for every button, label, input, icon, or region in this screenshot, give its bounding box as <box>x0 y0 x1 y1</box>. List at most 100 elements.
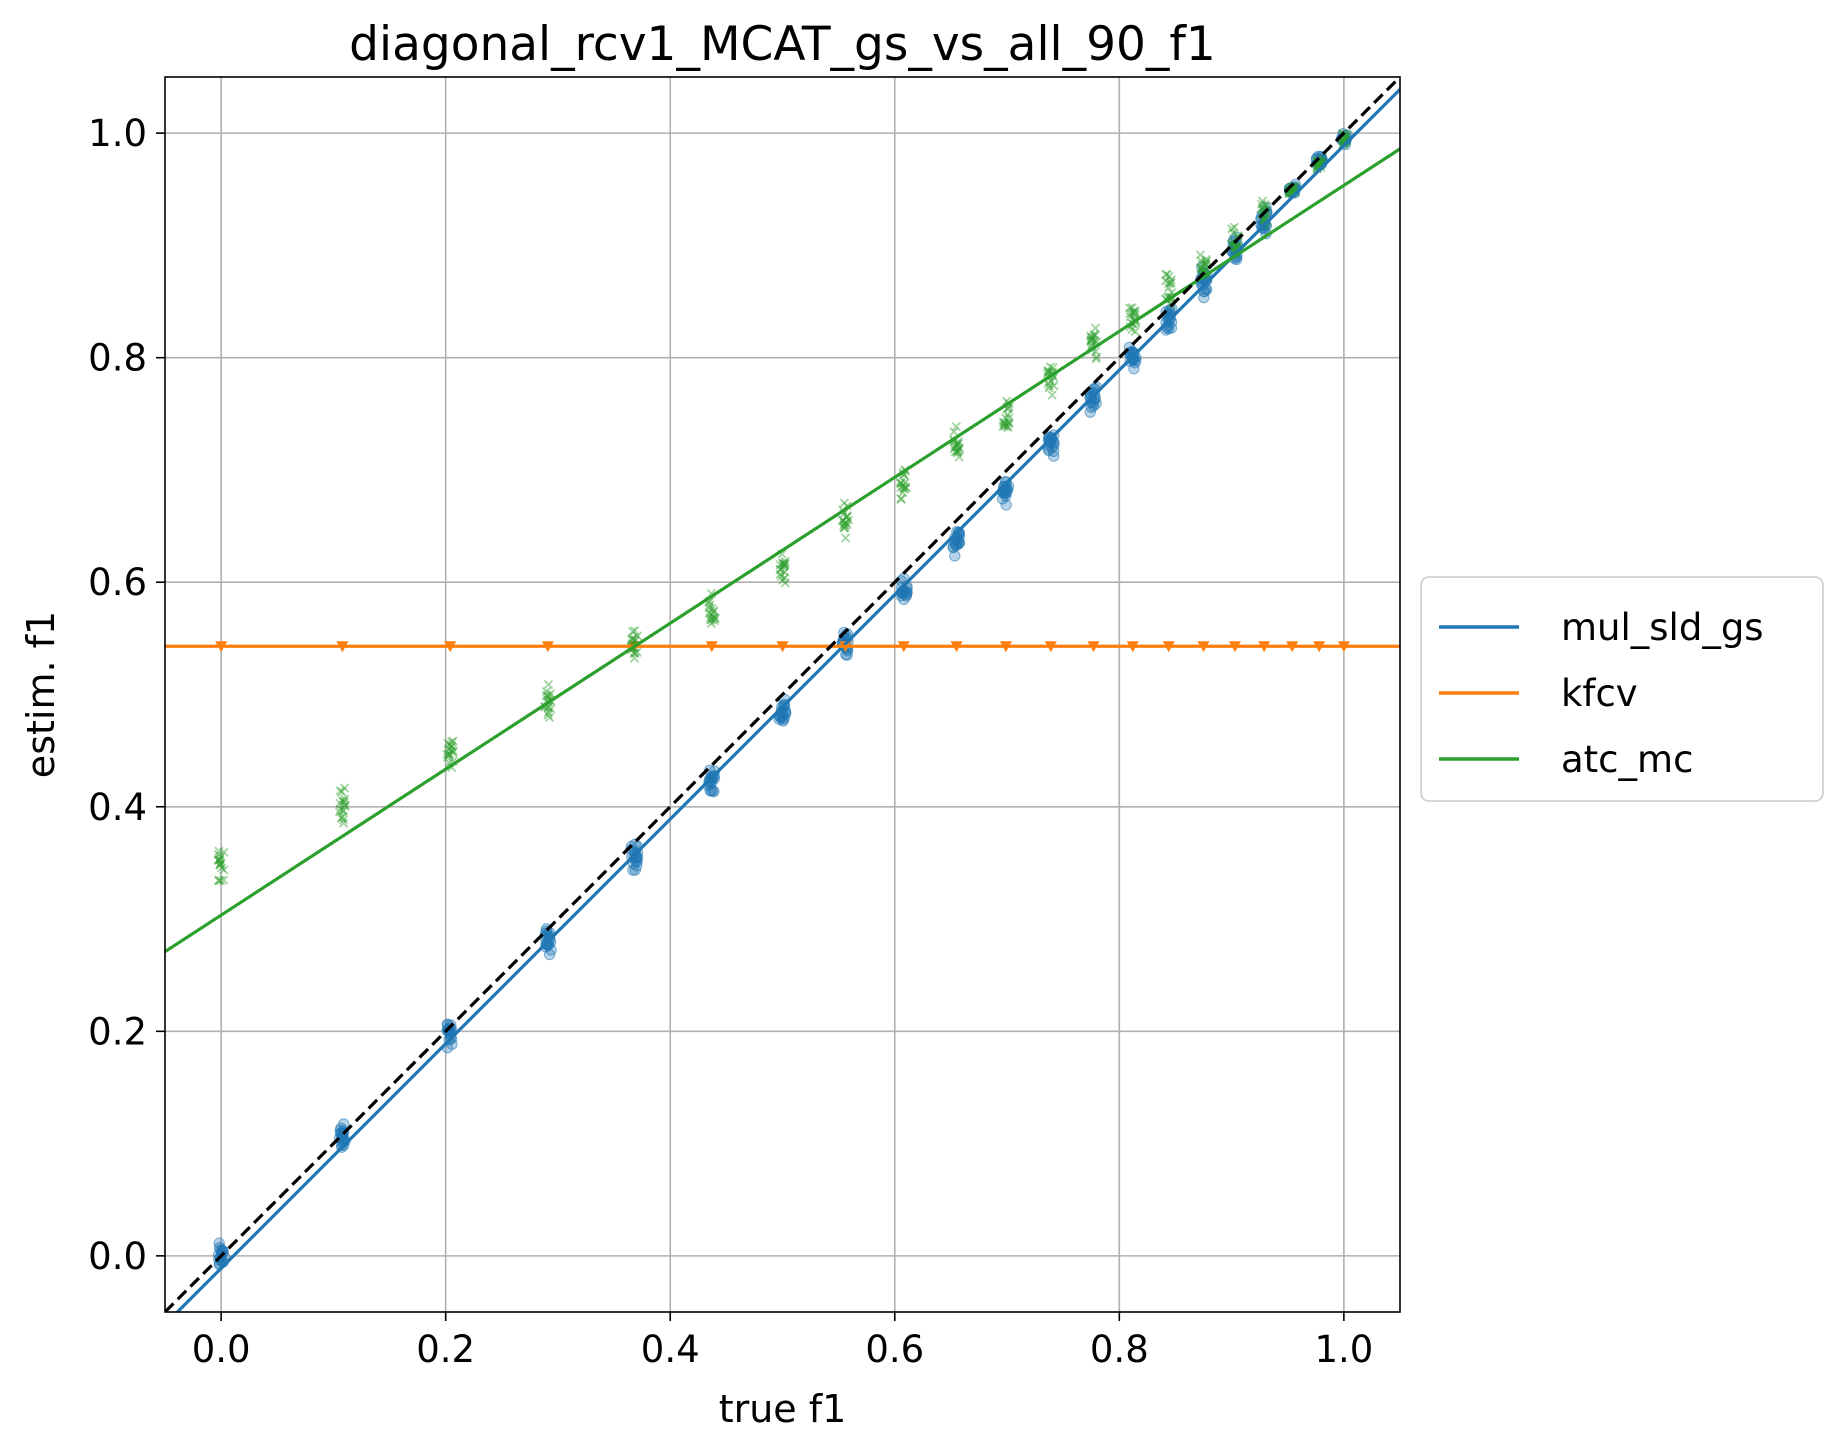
atc-mc-point <box>546 704 556 714</box>
legend-label-atc_mc: atc_mc <box>1561 738 1693 781</box>
atc-mc-point <box>219 847 229 857</box>
mul-sld-gs-point <box>777 715 789 727</box>
atc-mc-point <box>340 801 350 811</box>
atc-mc-point <box>448 748 458 758</box>
x-tick-label: 0.6 <box>865 1328 924 1371</box>
atc-mc-point <box>1048 363 1058 373</box>
atc-mc-point <box>842 519 852 530</box>
fit-line-mul_sld_gs <box>175 88 1400 1312</box>
x-tick-label: 0.2 <box>416 1328 475 1371</box>
atc-mc-point <box>705 600 715 610</box>
atc-mc-point <box>1339 137 1350 148</box>
atc-mc-point <box>954 452 964 462</box>
atc-mc-point <box>1229 222 1240 232</box>
atc-mc-point <box>1091 354 1101 364</box>
atc-mc-point <box>1125 308 1135 319</box>
atc-mc-point <box>1000 421 1011 431</box>
atc-mc-point <box>335 798 345 808</box>
atc-mc-point <box>1090 330 1100 340</box>
atc-mc-point <box>780 556 790 566</box>
mul-sld-gs-point <box>1196 261 1208 273</box>
atc-mc-point <box>1086 335 1096 346</box>
y-tick-label: 1.0 <box>88 112 147 155</box>
atc-mc-point <box>842 512 852 522</box>
atc-mc-point <box>338 806 348 816</box>
atc-mc-point <box>628 626 638 637</box>
atc-mc-point <box>1164 271 1174 282</box>
x-tick-label: 1.0 <box>1314 1328 1373 1371</box>
mul-sld-gs-point <box>337 1125 350 1137</box>
atc-mc-point <box>338 818 349 828</box>
plot-data <box>165 77 1400 1312</box>
mul-sld-gs-point <box>217 1245 229 1257</box>
atc-mc-point <box>1198 263 1208 274</box>
atc-mc-point <box>1004 418 1014 428</box>
atc-mc-point <box>1091 352 1102 362</box>
atc-mc-point <box>544 712 555 722</box>
atc-mc-point <box>1003 409 1013 420</box>
atc-mc-point <box>448 746 458 756</box>
atc-mc-point <box>1312 157 1322 168</box>
atc-mc-point <box>216 875 226 886</box>
atc-mc-point <box>708 612 718 622</box>
atc-mc-point <box>1257 196 1268 206</box>
atc-mc-point <box>632 631 643 641</box>
atc-mc-point <box>1340 136 1350 147</box>
atc-mc-point <box>339 794 350 804</box>
atc-mc-point <box>953 438 964 449</box>
atc-mc-point <box>705 613 716 623</box>
atc-mc-point <box>214 855 224 865</box>
mul-sld-gs-point <box>947 541 960 554</box>
atc-mc-point <box>841 512 851 522</box>
atc-mc-point <box>896 482 906 492</box>
atc-mc-point <box>839 498 850 508</box>
atc-mc-point <box>630 648 640 659</box>
atc-mc-point <box>216 851 226 862</box>
atc-mc-point <box>704 603 714 613</box>
atc-mc-point <box>338 815 349 825</box>
atc-mc-point <box>217 863 227 873</box>
atc-mc-point <box>706 618 716 628</box>
atc-mc-point <box>448 736 458 746</box>
atc-mc-point <box>1232 232 1243 242</box>
atc-mc-point <box>710 613 720 623</box>
atc-mc-point <box>445 749 455 760</box>
mul-sld-gs-point <box>996 493 1009 505</box>
atc-mc-point <box>339 797 349 807</box>
atc-mc-point <box>446 746 456 756</box>
atc-mc-point <box>338 805 349 816</box>
mul-sld-gs-point <box>899 586 911 598</box>
atc-mc-point <box>837 515 848 525</box>
atc-mc-point <box>1128 307 1138 317</box>
atc-mc-point <box>710 614 720 624</box>
x-tick-label: 0.4 <box>641 1328 700 1371</box>
atc-mc-point <box>1197 256 1207 266</box>
atc-mc-point <box>1200 257 1211 268</box>
atc-mc-point <box>998 417 1009 427</box>
atc-mc-point <box>950 442 960 452</box>
atc-mc-point <box>999 421 1010 431</box>
atc-mc-point <box>1090 323 1101 333</box>
atc-mc-point <box>1261 201 1272 211</box>
atc-mc-point <box>1166 277 1176 288</box>
atc-mc-point <box>900 477 910 488</box>
atc-mc-point <box>335 786 345 796</box>
series-atc_mc <box>213 128 1352 886</box>
atc-mc-point <box>543 710 553 720</box>
atc-mc-point <box>629 653 640 663</box>
atc-mc-point <box>1087 334 1097 344</box>
atc-mc-point <box>841 517 851 528</box>
atc-mc-point <box>775 565 785 575</box>
atc-mc-point <box>900 482 911 492</box>
atc-mc-point <box>776 571 786 582</box>
atc-mc-point <box>775 569 785 579</box>
atc-mc-point <box>776 564 786 575</box>
atc-mc-point <box>705 615 716 625</box>
legend-label-mul_sld_gs: mul_sld_gs <box>1561 606 1764 649</box>
atc-mc-point <box>337 795 347 805</box>
atc-mc-point <box>1089 336 1100 346</box>
mul-sld-gs-point <box>1198 291 1210 304</box>
atc-mc-point <box>1201 254 1211 265</box>
x-axis-label: true f1 <box>719 1387 847 1431</box>
